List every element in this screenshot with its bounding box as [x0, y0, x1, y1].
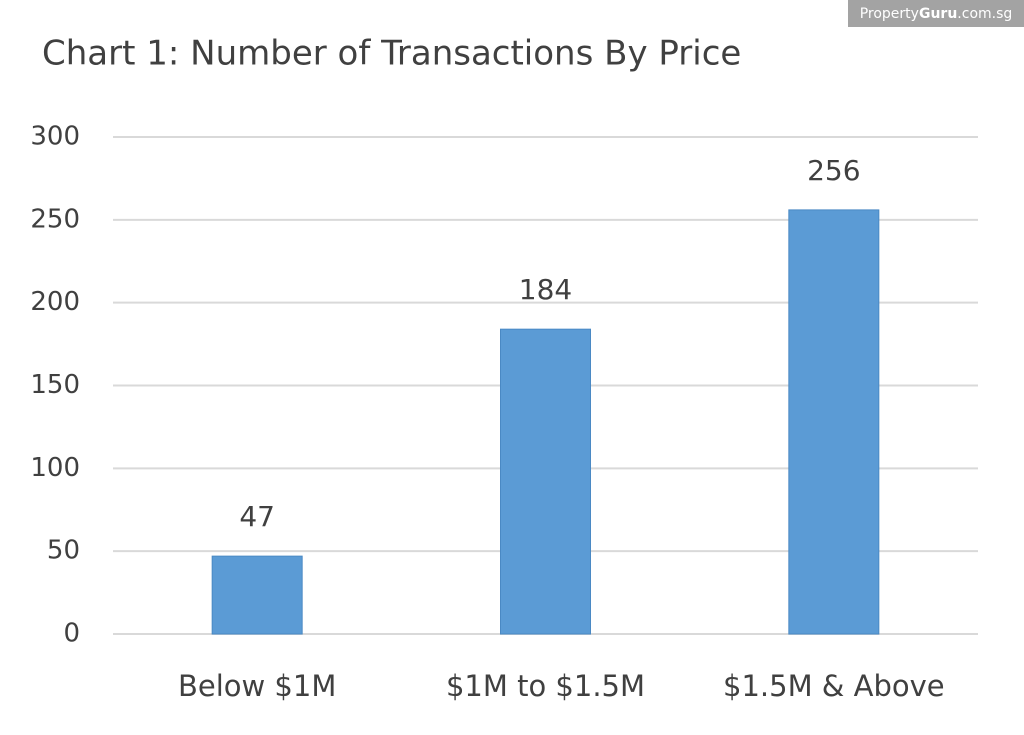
watermark-box	[848, 0, 1024, 27]
x-tick-label: $1.5M & Above	[723, 669, 945, 703]
watermark-part: Property	[860, 6, 919, 22]
y-tick-label: 150	[30, 370, 80, 400]
value-label: 256	[807, 154, 860, 187]
bar	[500, 328, 591, 635]
y-tick-label: 250	[30, 204, 80, 234]
watermark-part: Guru	[919, 6, 957, 22]
watermark-part: .com.sg	[957, 6, 1012, 22]
x-tick-label: Below $1M	[178, 669, 336, 703]
x-tick-label: $1M to $1.5M	[446, 669, 645, 703]
chart-title: Chart 1: Number of Transactions By Price	[42, 34, 741, 74]
watermark: PropertyGuru.com.sg	[860, 6, 1013, 22]
value-label: 184	[519, 273, 572, 306]
y-tick-label: 50	[47, 536, 80, 566]
bar	[788, 209, 880, 635]
y-tick-label: 0	[63, 619, 80, 649]
y-tick-label: 200	[30, 287, 80, 317]
value-label: 47	[239, 500, 275, 533]
bar	[211, 555, 303, 635]
y-tick-label: 100	[30, 453, 80, 483]
y-tick-label: 300	[30, 122, 80, 152]
